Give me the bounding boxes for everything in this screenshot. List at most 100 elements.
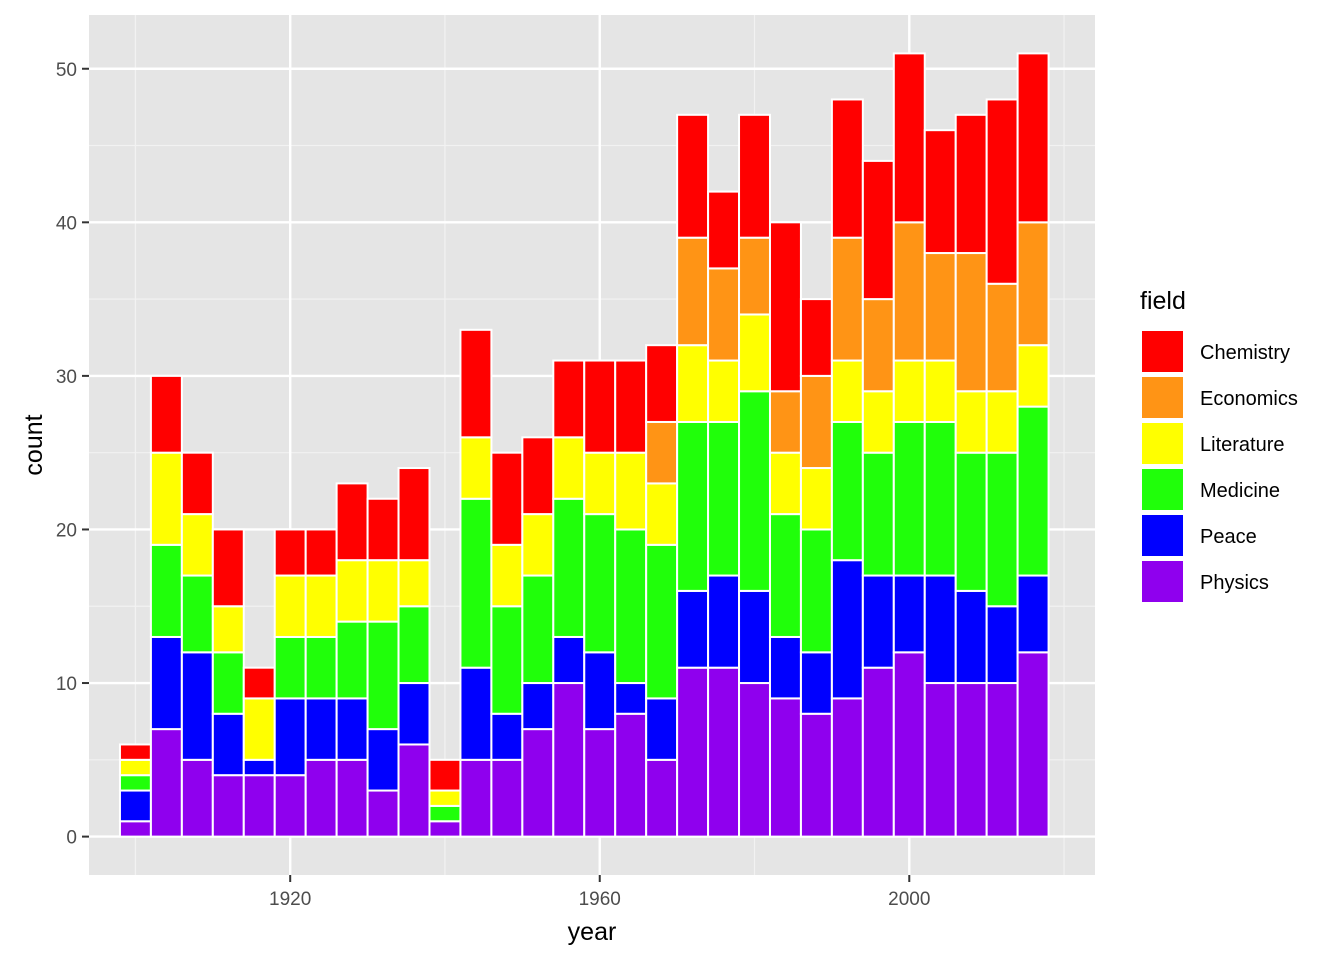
x-tick-label: 1920	[269, 889, 311, 910]
bar-segment-physics	[211, 774, 245, 838]
bar-segment-peace	[985, 605, 1019, 685]
bar-segment-peace	[1016, 574, 1050, 654]
bar-segment-peace	[707, 574, 741, 669]
x-tick-label: 2000	[888, 889, 930, 910]
bar-segment-chemistry	[1016, 52, 1050, 224]
bar-segment-chemistry	[892, 52, 926, 224]
bar-segment-chemistry	[118, 743, 152, 761]
bar-segment-medicine	[892, 420, 926, 577]
bar-segment-peace	[304, 697, 338, 761]
bar-segment-medicine	[954, 451, 988, 592]
bar-segment-economics	[707, 267, 741, 362]
bar-segment-economics	[645, 420, 679, 485]
bar-segment-peace	[614, 682, 648, 715]
y-tick-label: 10	[56, 674, 77, 695]
bar-segment-physics	[892, 651, 926, 838]
bar-segment-physics	[521, 728, 555, 838]
bar-segment-medicine	[304, 635, 338, 700]
bar-segment-literature	[676, 344, 710, 423]
bar-segment-medicine	[118, 774, 152, 792]
bar-segment-peace	[799, 651, 833, 715]
bar-segment-physics	[397, 743, 431, 838]
bar-segment-peace	[768, 635, 802, 700]
legend-key-literature	[1142, 423, 1183, 464]
bar-segment-chemistry	[335, 482, 369, 562]
legend-label-medicine: Medicine	[1200, 480, 1280, 502]
bar-segment-medicine	[861, 451, 895, 577]
y-tick-label: 0	[66, 828, 77, 849]
bar-segment-physics	[490, 758, 524, 838]
bar-segment-peace	[923, 574, 957, 685]
bar-segment-economics	[799, 374, 833, 470]
bar-segment-literature	[768, 451, 802, 516]
bar-segment-peace	[521, 682, 555, 731]
bar-segment-physics	[180, 758, 214, 838]
bar-segment-medicine	[273, 635, 307, 700]
bar-segment-physics	[1016, 651, 1050, 838]
bar-segment-literature	[459, 436, 493, 500]
bar-segment-chemistry	[521, 436, 555, 516]
bar-segment-medicine	[180, 574, 214, 654]
bar-segment-literature	[614, 451, 648, 531]
bar-segment-medicine	[149, 543, 183, 638]
bar-segment-chemistry	[583, 359, 617, 454]
bar-segment-peace	[273, 697, 307, 777]
bar-segment-literature	[861, 390, 895, 454]
bar-segment-literature	[645, 482, 679, 546]
legend-key-peace	[1142, 515, 1183, 556]
bar-segment-literature	[211, 605, 245, 654]
bar-segment-chemistry	[211, 528, 245, 608]
bar-segment-peace	[676, 589, 710, 669]
bar-segment-economics	[830, 236, 864, 362]
bar-segment-physics	[149, 728, 183, 838]
bar-segment-peace	[954, 589, 988, 685]
x-axis: 1920 1960 2000	[269, 875, 930, 910]
bar-segment-peace	[583, 651, 617, 731]
legend-label-literature: Literature	[1200, 434, 1285, 456]
bar-segment-economics	[985, 282, 1019, 393]
y-axis: 0 10 20 30 40 50	[56, 60, 89, 849]
bar-segment-physics	[428, 820, 462, 838]
bar-segment-medicine	[552, 497, 586, 638]
bar-segment-literature	[428, 789, 462, 807]
bar-segment-medicine	[397, 605, 431, 685]
bar-segment-literature	[304, 574, 338, 638]
bar-segment-chemistry	[304, 528, 338, 577]
bar-segment-peace	[335, 697, 369, 761]
bar-segment-medicine	[335, 620, 369, 700]
bar-segment-peace	[861, 574, 895, 669]
bar-segment-medicine	[583, 513, 617, 654]
bar-segment-physics	[335, 758, 369, 838]
bar-segment-literature	[149, 451, 183, 546]
bar-segment-peace	[242, 758, 276, 777]
bar-segment-economics	[954, 252, 988, 393]
bar-segment-economics	[768, 390, 802, 454]
bar-segment-literature	[552, 436, 586, 500]
bar-segment-chemistry	[242, 666, 276, 700]
bar-segment-physics	[954, 682, 988, 838]
legend-key-economics	[1142, 377, 1183, 418]
bar-segment-peace	[397, 682, 431, 746]
bar-segment-medicine	[614, 528, 648, 685]
bar-segment-physics	[583, 728, 617, 838]
bar-segment-literature	[366, 559, 400, 623]
bar-segment-physics	[738, 682, 771, 838]
legend-label-chemistry: Chemistry	[1200, 342, 1290, 364]
bar-segment-peace	[211, 712, 245, 777]
bar-segment-chemistry	[861, 159, 895, 301]
bar-segment-chemistry	[707, 190, 741, 270]
y-tick-label: 20	[56, 520, 77, 541]
bar-segment-physics	[799, 712, 833, 838]
bar-segment-peace	[892, 574, 926, 654]
legend-label-economics: Economics	[1200, 388, 1298, 410]
bar-segment-chemistry	[799, 298, 833, 377]
bar-segment-medicine	[645, 543, 679, 700]
bar-segment-literature	[180, 513, 214, 577]
bar-segment-chemistry	[366, 497, 400, 562]
bar-segment-medicine	[676, 420, 710, 592]
bar-segment-literature	[583, 451, 617, 516]
bar-segment-medicine	[1016, 405, 1050, 577]
bar-segment-medicine	[211, 651, 245, 715]
legend-key-chemistry	[1142, 331, 1183, 372]
